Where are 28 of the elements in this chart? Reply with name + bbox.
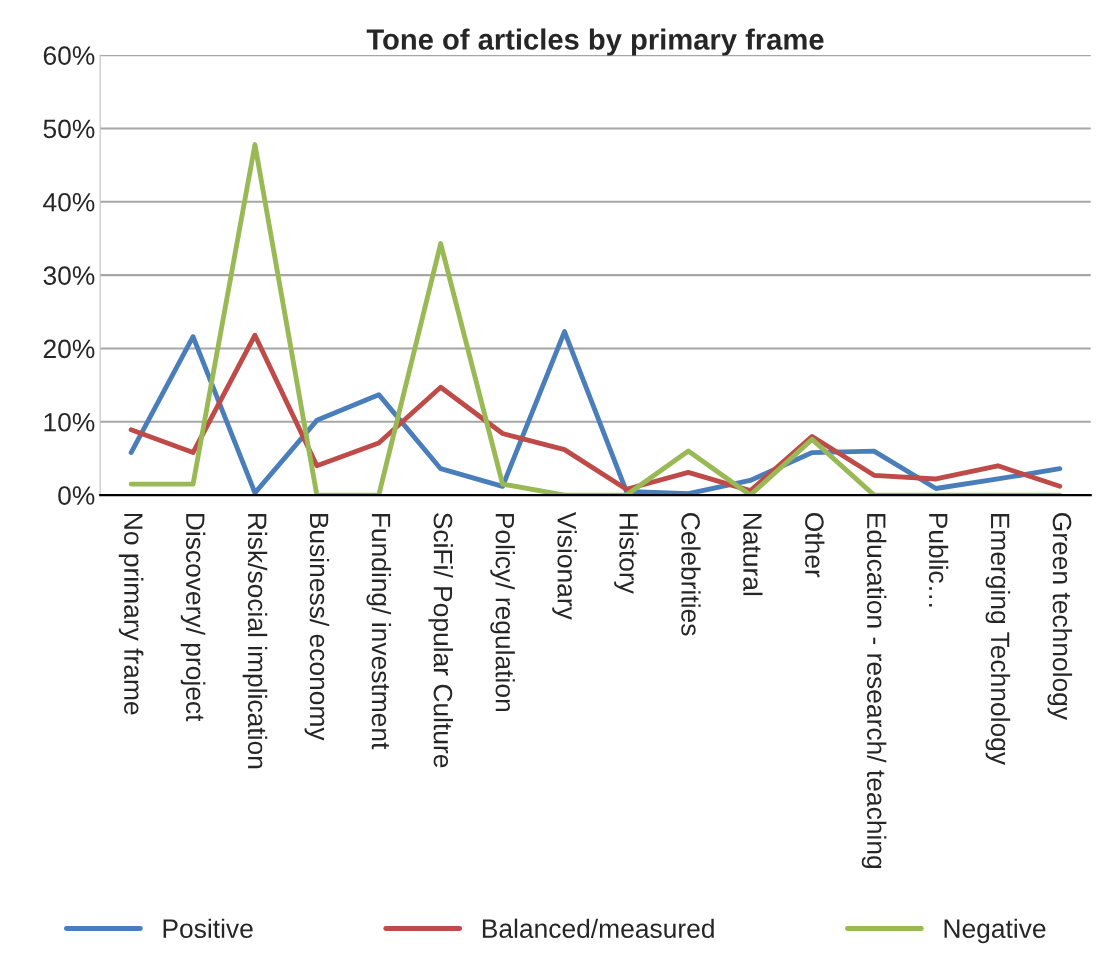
y-tick-label: 40%	[43, 192, 95, 212]
x-tick-label: Funding/ investment	[366, 513, 392, 750]
y-tick-label: 0%	[58, 486, 95, 505]
x-tick-label: Other	[805, 513, 825, 578]
legend-label: Positive	[163, 918, 253, 939]
legend-label: Negative	[944, 918, 1046, 944]
x-tick-label: Business/ economy	[304, 513, 330, 741]
x-tick-label: Education - research/ teaching	[861, 513, 887, 868]
x-tick-label: Green technology	[1047, 513, 1073, 721]
x-tick-label: Risk/social implication	[242, 513, 268, 769]
y-tick-label: 20%	[43, 339, 95, 359]
x-tick-label: No primary frame	[118, 513, 144, 715]
x-tick-label: Discovery/ project	[180, 513, 206, 722]
x-tick-label: Celebrities	[681, 513, 701, 636]
x-tick-label: Public…	[928, 513, 949, 607]
x-tick-label: History	[614, 513, 639, 594]
y-tick-label: 30%	[43, 266, 95, 285]
y-tick-label: 10%	[44, 412, 95, 432]
legend-label: Balanced/measured	[482, 918, 714, 939]
x-tick-label: SciFi/ Popular Culture	[428, 512, 453, 768]
x-tick-label: Emerging Technology	[985, 513, 1011, 766]
y-tick-label: 50%	[43, 119, 95, 139]
x-tick-label: Visionary	[552, 511, 577, 620]
x-tick-label: Policy/ regulation	[490, 513, 515, 712]
y-tick-label: 60%	[43, 46, 95, 65]
line-series	[128, 142, 1063, 496]
chart-title: Tone of articles by primary frame	[366, 28, 824, 56]
x-tick-label: Natural	[743, 513, 763, 596]
